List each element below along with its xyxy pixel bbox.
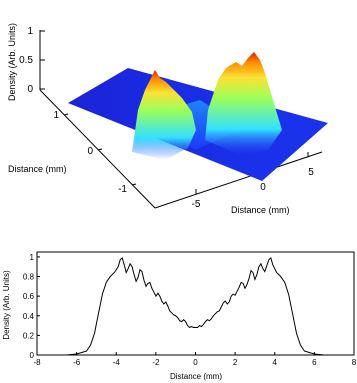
- plot-frame: [36, 251, 355, 356]
- x-tick-label: -6: [73, 358, 81, 367]
- z-axis-label: Density (Arb. Units): [7, 23, 17, 101]
- surface-mesh: [68, 52, 328, 181]
- line-y-axis-label: Density (Arb. Units): [2, 270, 11, 340]
- y-tick-label: -1: [118, 184, 127, 195]
- x-tick-label: 5: [308, 167, 314, 178]
- x-tick-label: -5: [192, 199, 201, 210]
- x-tick-label: -2: [152, 358, 160, 367]
- surface-tick-labels: 1 0.5 0 1 0 -1 -5 0 5: [19, 26, 314, 210]
- density-line: [37, 256, 354, 356]
- y-tick-label: 1: [30, 253, 35, 262]
- x-tick-label: 2: [233, 358, 238, 367]
- line-x-axis-label: Distance (mm): [170, 372, 222, 381]
- x-tick-label: 0: [193, 358, 198, 367]
- surface-peak-right: [205, 52, 282, 155]
- line-plot: -8 -6 -4 -2 0 2 4 6 8 0 0.2 0.4 0.6 0.8 1 Density (Ar…: [2, 251, 357, 381]
- y-tick-label: 0: [30, 351, 35, 360]
- x-ticks: -8 -6 -4 -2 0 2 4 6 8: [33, 352, 357, 367]
- x-tick-label: -8: [33, 358, 41, 367]
- y-tick-label: 0.4: [23, 312, 35, 321]
- x-tick-label: 4: [273, 358, 278, 367]
- z-tick-label: 0.5: [19, 55, 33, 66]
- y-tick-label: 0.8: [23, 273, 35, 282]
- y-ticks: 0 0.2 0.4 0.6 0.8 1: [23, 253, 40, 360]
- surface-plot: 1 0.5 0 1 0 -1 -5 0 5 Density (Arb. Unit…: [7, 23, 328, 215]
- y-tick-label: 0.2: [23, 331, 35, 340]
- y-axis-label: Distance (mm): [8, 164, 67, 174]
- y-tick-label: 1: [53, 110, 59, 121]
- x-tick-label: 0: [260, 182, 266, 193]
- surface-peak-left: [132, 70, 196, 160]
- x-tick-label: 8: [352, 358, 357, 367]
- z-tick-label: 0: [27, 84, 33, 95]
- x-axis-label: Distance (mm): [231, 205, 290, 215]
- x-tick-label: -4: [113, 358, 121, 367]
- z-tick-label: 1: [27, 26, 33, 37]
- x-tick-label: 6: [312, 358, 317, 367]
- y-tick-label: 0.6: [23, 292, 35, 301]
- y-tick-label: 0: [87, 146, 93, 157]
